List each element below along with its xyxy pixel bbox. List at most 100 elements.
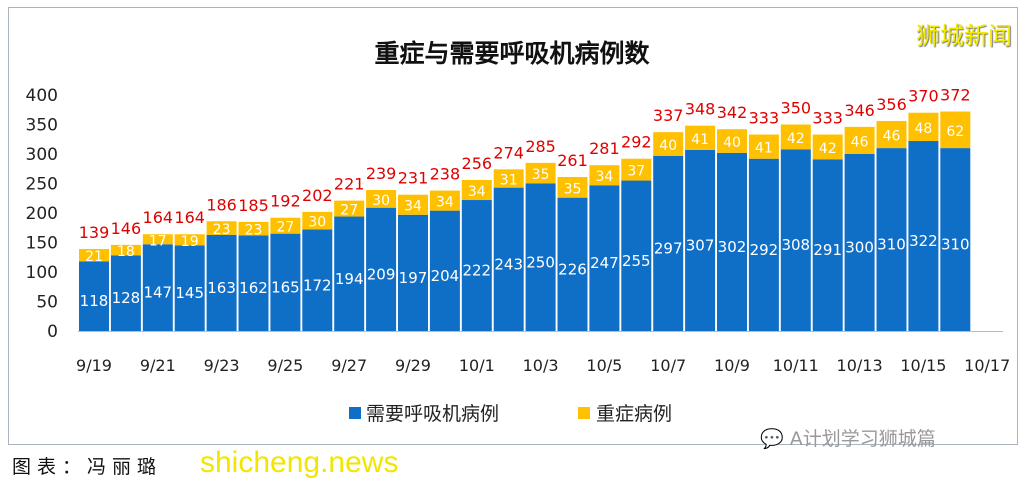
data-label-total: 346 [844,101,875,120]
brand-logo: 狮城新闻 [916,22,1012,50]
bar-ventilator [110,255,141,331]
bar-ventilator [366,207,397,331]
x-tick-label: 10/13 [837,356,883,375]
bar-severe [302,211,333,230]
data-label-severe: 34 [404,199,422,215]
data-label-total: 333 [749,109,780,128]
bar-ventilator [206,234,237,331]
bar-severe [525,162,556,184]
data-label-severe: 34 [595,169,613,185]
data-label-total: 337 [653,106,684,125]
bar-ventilator [557,197,588,331]
data-label-severe: 23 [245,223,263,239]
data-label-severe: 30 [308,215,326,231]
data-label-severe: 40 [659,138,677,154]
bar-severe [557,177,588,198]
data-label-total: 192 [270,192,301,211]
wechat-tag: 💬 A计划学习狮城篇 [760,428,936,450]
bar-ventilator [589,185,620,331]
data-label-ventilator: 165 [271,278,300,296]
bar-severe [270,217,301,234]
bar-ventilator [748,158,779,331]
data-label-total: 238 [430,165,461,184]
y-tick-label: 250 [26,175,58,195]
data-label-total: 164 [174,208,205,227]
data-label-total: 146 [111,219,142,238]
bar-severe [685,125,716,150]
data-label-ventilator: 145 [175,284,204,302]
data-label-severe: 35 [564,181,582,197]
bar-ventilator [461,200,492,331]
bar-severe [238,221,269,236]
bar-ventilator [685,149,716,331]
bar-severe [142,234,173,245]
data-label-ventilator: 162 [239,279,268,297]
data-label-severe: 62 [946,124,964,140]
bar-severe [748,134,779,159]
x-tick-label: 9/29 [395,356,431,375]
data-label-total: 333 [812,109,843,128]
data-label-severe: 42 [787,131,805,147]
bar-ventilator [270,233,301,331]
data-label-severe: 19 [181,234,199,250]
data-label-ventilator: 250 [526,253,555,271]
y-tick-label: 400 [26,86,58,106]
data-label-total: 256 [462,154,493,173]
data-label-ventilator: 297 [654,239,683,257]
x-tick-label: 9/23 [204,356,240,375]
bar-severe [717,129,747,153]
x-tick-label: 10/1 [459,356,495,375]
bar-severe [398,194,428,215]
data-label-severe: 41 [691,132,709,148]
data-label-total: 186 [206,195,237,214]
bar-severe [493,169,524,188]
bar-ventilator [812,159,843,331]
bar-severe [110,244,141,256]
bar-ventilator [174,245,205,331]
data-label-ventilator: 222 [462,262,491,280]
legend-label-severe: 重症病例 [596,403,672,425]
data-label-total: 261 [557,151,588,170]
data-label-ventilator: 322 [909,232,938,250]
data-label-ventilator: 310 [941,236,970,254]
data-label-severe: 30 [372,193,390,209]
data-label-total: 370 [908,87,939,106]
data-label-severe: 48 [914,121,932,137]
data-label-ventilator: 247 [590,254,619,272]
data-label-total: 372 [940,86,971,105]
wechat-tag-text: A计划学习狮城篇 [789,428,936,450]
data-label-severe: 41 [755,141,773,157]
data-label-ventilator: 243 [494,255,523,273]
data-label-severe: 34 [436,195,454,211]
bar-ventilator [493,187,524,331]
x-tick-label: 9/21 [140,356,176,375]
data-label-total: 285 [525,137,556,156]
bar-ventilator [79,261,109,331]
data-label-ventilator: 255 [622,252,651,270]
bar-ventilator [621,180,652,331]
legend-label-ventilator: 需要呼吸机病例 [366,403,499,425]
data-label-total: 185 [238,196,269,215]
data-label-ventilator: 204 [431,267,460,285]
x-tick-label: 10/11 [773,356,819,375]
data-label-severe: 23 [213,222,231,238]
x-tick-label: 9/25 [267,356,303,375]
data-label-severe: 35 [532,167,550,183]
data-label-severe: 46 [883,129,901,145]
data-label-ventilator: 310 [877,236,906,254]
data-label-severe: 46 [851,134,869,150]
data-label-ventilator: 172 [303,276,332,294]
data-label-total: 348 [685,100,716,119]
data-label-ventilator: 194 [335,270,364,288]
data-label-total: 292 [621,133,652,152]
bar-severe [79,248,109,262]
bar-severe [876,120,907,149]
data-label-total: 139 [79,223,110,242]
bar-severe [174,234,205,246]
x-tick-label: 9/19 [76,356,112,375]
bar-ventilator [142,244,173,331]
bar-ventilator [398,214,428,331]
y-tick-label: 50 [36,293,58,313]
x-tick-label: 10/17 [964,356,1010,375]
